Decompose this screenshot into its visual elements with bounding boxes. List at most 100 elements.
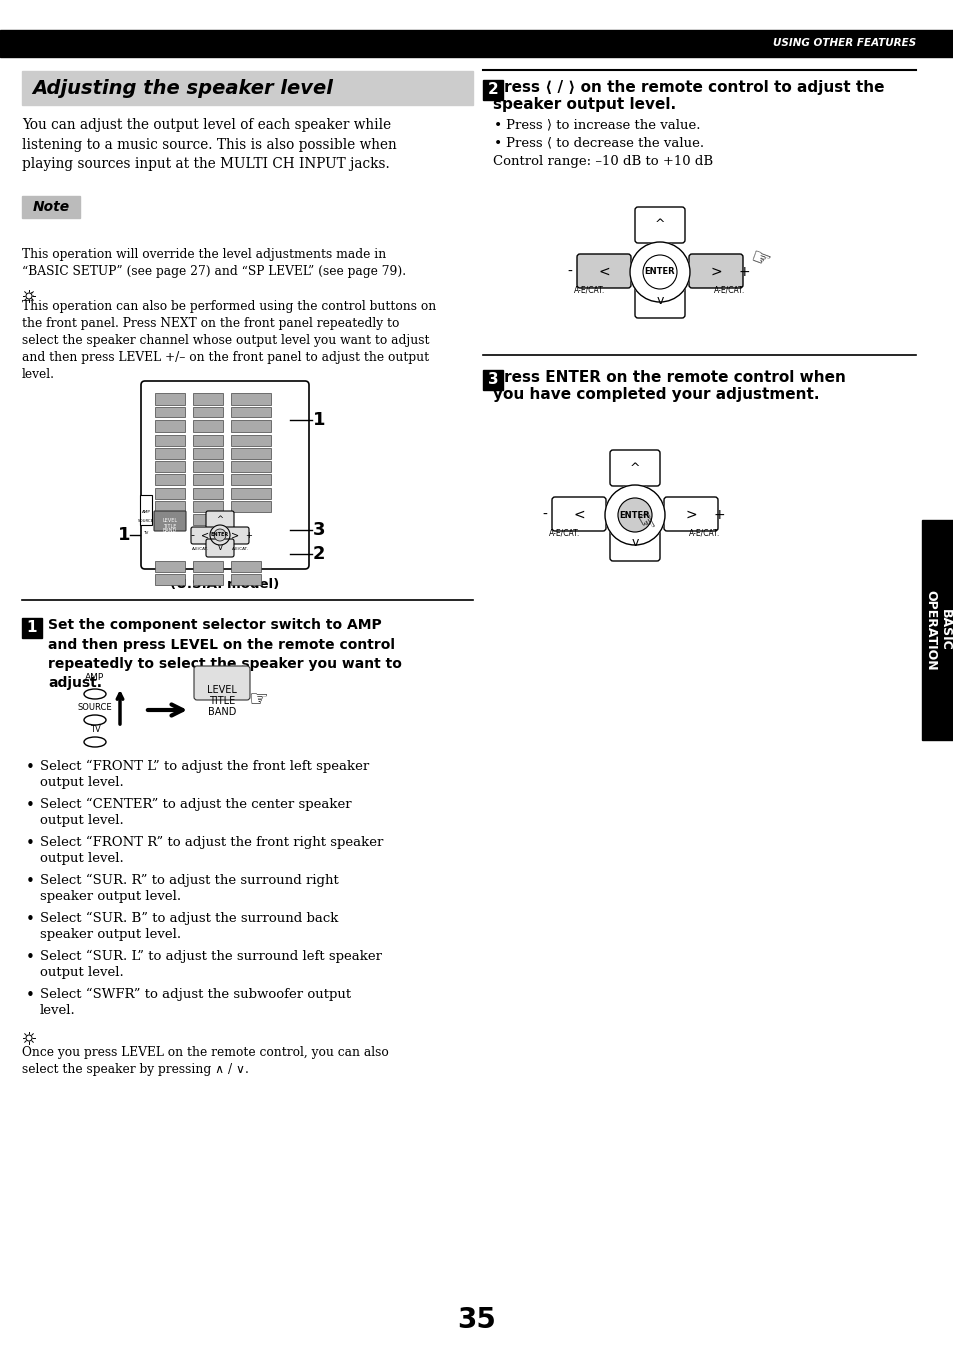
Bar xyxy=(0,30,953,57)
Bar xyxy=(154,448,185,460)
Bar xyxy=(22,617,42,638)
FancyBboxPatch shape xyxy=(688,253,742,288)
Bar xyxy=(231,461,271,472)
Text: TV: TV xyxy=(143,531,149,535)
Text: ☞: ☞ xyxy=(629,510,656,537)
Bar xyxy=(231,407,271,417)
Bar xyxy=(231,435,271,446)
Text: Select “FRONT L” to adjust the front left speaker
output level.: Select “FRONT L” to adjust the front lef… xyxy=(40,760,369,789)
Text: +: + xyxy=(738,266,749,279)
FancyBboxPatch shape xyxy=(206,511,233,528)
FancyBboxPatch shape xyxy=(609,450,659,487)
Circle shape xyxy=(213,528,226,541)
Bar xyxy=(154,421,185,431)
Text: SOURCE: SOURCE xyxy=(138,519,153,523)
Circle shape xyxy=(604,485,664,545)
Text: 2: 2 xyxy=(487,82,497,97)
FancyBboxPatch shape xyxy=(663,497,718,531)
Circle shape xyxy=(629,243,689,302)
Bar xyxy=(154,435,185,446)
FancyBboxPatch shape xyxy=(193,666,250,700)
Bar xyxy=(193,421,223,431)
Text: v: v xyxy=(217,543,222,553)
Text: <: < xyxy=(598,266,609,279)
Text: •: • xyxy=(26,988,34,1003)
Text: PRESET/CH: PRESET/CH xyxy=(635,210,684,218)
Text: PRESET/CH: PRESET/CH xyxy=(609,453,659,462)
Text: -: - xyxy=(566,266,572,279)
FancyBboxPatch shape xyxy=(206,539,233,557)
Text: ^: ^ xyxy=(629,461,639,474)
Text: Select “SUR. B” to adjust the surround back
speaker output level.: Select “SUR. B” to adjust the surround b… xyxy=(40,913,338,941)
Text: <: < xyxy=(201,530,209,541)
Ellipse shape xyxy=(84,737,106,747)
Bar xyxy=(193,488,223,499)
Bar xyxy=(193,514,223,524)
Text: Select “CENTER” to adjust the center speaker
output level.: Select “CENTER” to adjust the center spe… xyxy=(40,798,352,828)
Text: •: • xyxy=(26,874,34,888)
Text: 3: 3 xyxy=(313,520,325,539)
Bar xyxy=(154,407,185,417)
Text: A-E/CAT.: A-E/CAT. xyxy=(689,528,720,538)
Ellipse shape xyxy=(84,689,106,700)
Text: (U.S.A. model): (U.S.A. model) xyxy=(171,578,279,590)
FancyBboxPatch shape xyxy=(141,381,309,569)
Text: Press ⟨ / ⟩ on the remote control to adjust the: Press ⟨ / ⟩ on the remote control to adj… xyxy=(493,80,883,94)
Bar xyxy=(231,574,261,585)
Text: 1: 1 xyxy=(27,620,37,635)
Text: ^: ^ xyxy=(654,218,664,232)
Bar xyxy=(231,561,261,572)
FancyBboxPatch shape xyxy=(609,524,659,561)
Text: +: + xyxy=(245,531,253,539)
FancyBboxPatch shape xyxy=(552,497,605,531)
Text: <: < xyxy=(573,508,584,522)
Text: AMP: AMP xyxy=(85,673,105,682)
Bar xyxy=(154,501,185,512)
Text: Select “SUR. R” to adjust the surround right
speaker output level.: Select “SUR. R” to adjust the surround r… xyxy=(40,874,338,903)
Text: LEVEL: LEVEL xyxy=(207,685,236,696)
FancyBboxPatch shape xyxy=(221,527,249,545)
Text: LEVEL: LEVEL xyxy=(162,519,177,523)
Bar xyxy=(231,474,271,485)
Text: TITLE: TITLE xyxy=(209,696,234,706)
Text: v: v xyxy=(631,537,638,550)
Text: A-E/CAT.: A-E/CAT. xyxy=(574,286,605,294)
Text: USING OTHER FEATURES: USING OTHER FEATURES xyxy=(772,38,915,49)
Bar xyxy=(193,474,223,485)
Text: ENTER: ENTER xyxy=(619,511,650,519)
Text: BASIC
OPERATION: BASIC OPERATION xyxy=(923,589,951,670)
Text: This operation can also be performed using the control buttons on
the front pane: This operation can also be performed usi… xyxy=(22,301,436,381)
Text: 1: 1 xyxy=(118,526,131,545)
Text: Select “SUR. L” to adjust the surround left speaker
output level.: Select “SUR. L” to adjust the surround l… xyxy=(40,950,381,979)
Text: -: - xyxy=(190,530,193,541)
Text: A-E/CAT.: A-E/CAT. xyxy=(714,286,745,294)
Text: •: • xyxy=(26,836,34,851)
Text: Control range: –10 dB to +10 dB: Control range: –10 dB to +10 dB xyxy=(493,155,713,168)
Text: v: v xyxy=(656,294,663,306)
Bar xyxy=(154,394,185,404)
Text: Press ENTER on the remote control when: Press ENTER on the remote control when xyxy=(493,369,845,386)
Text: •: • xyxy=(494,136,501,150)
Text: 2: 2 xyxy=(313,545,325,563)
Text: -: - xyxy=(541,508,546,522)
Bar xyxy=(231,421,271,431)
Bar xyxy=(193,448,223,460)
Circle shape xyxy=(642,255,677,288)
Text: Press ⟩ to increase the value.: Press ⟩ to increase the value. xyxy=(505,119,700,131)
Bar xyxy=(154,474,185,485)
Text: >: > xyxy=(231,530,239,541)
Text: •: • xyxy=(26,760,34,775)
Text: TITLE: TITLE xyxy=(163,523,176,528)
Text: •: • xyxy=(26,913,34,927)
Bar xyxy=(193,435,223,446)
Text: You can adjust the output level of each speaker while
listening to a music sourc: You can adjust the output level of each … xyxy=(22,119,396,171)
Text: >: > xyxy=(709,266,721,279)
Text: you have completed your adjustment.: you have completed your adjustment. xyxy=(493,387,819,402)
Text: •: • xyxy=(26,798,34,813)
Text: 35: 35 xyxy=(457,1306,496,1335)
Bar xyxy=(154,461,185,472)
Text: Set the component selector switch to AMP
and then press LEVEL on the remote cont: Set the component selector switch to AMP… xyxy=(48,617,401,690)
Text: ★̇: ★̇ xyxy=(25,293,33,302)
Circle shape xyxy=(26,293,32,299)
Bar xyxy=(154,514,185,524)
